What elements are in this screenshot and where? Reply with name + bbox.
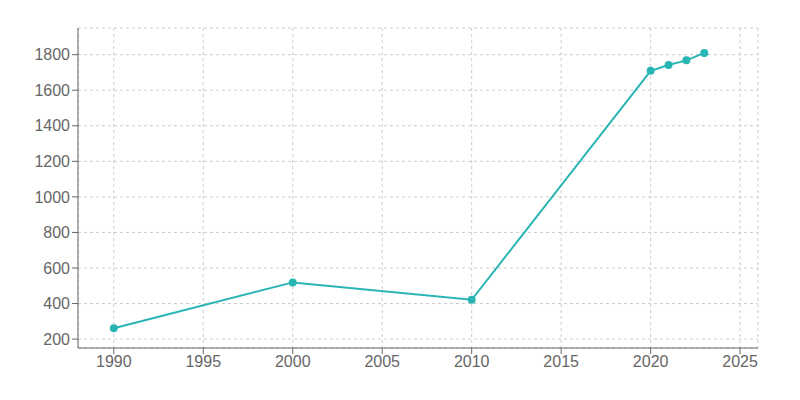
svg-text:1800: 1800 (34, 46, 70, 63)
svg-text:800: 800 (43, 224, 70, 241)
svg-text:1990: 1990 (96, 353, 132, 370)
svg-text:1600: 1600 (34, 82, 70, 99)
svg-text:2025: 2025 (722, 353, 758, 370)
svg-text:2015: 2015 (543, 353, 579, 370)
svg-text:1000: 1000 (34, 189, 70, 206)
svg-text:2000: 2000 (275, 353, 311, 370)
svg-text:2005: 2005 (364, 353, 400, 370)
svg-text:1200: 1200 (34, 153, 70, 170)
svg-text:2020: 2020 (633, 353, 669, 370)
svg-text:400: 400 (43, 295, 70, 312)
svg-text:2010: 2010 (454, 353, 490, 370)
svg-text:600: 600 (43, 260, 70, 277)
svg-text:200: 200 (43, 331, 70, 348)
svg-text:1400: 1400 (34, 117, 70, 134)
svg-text:1995: 1995 (185, 353, 221, 370)
